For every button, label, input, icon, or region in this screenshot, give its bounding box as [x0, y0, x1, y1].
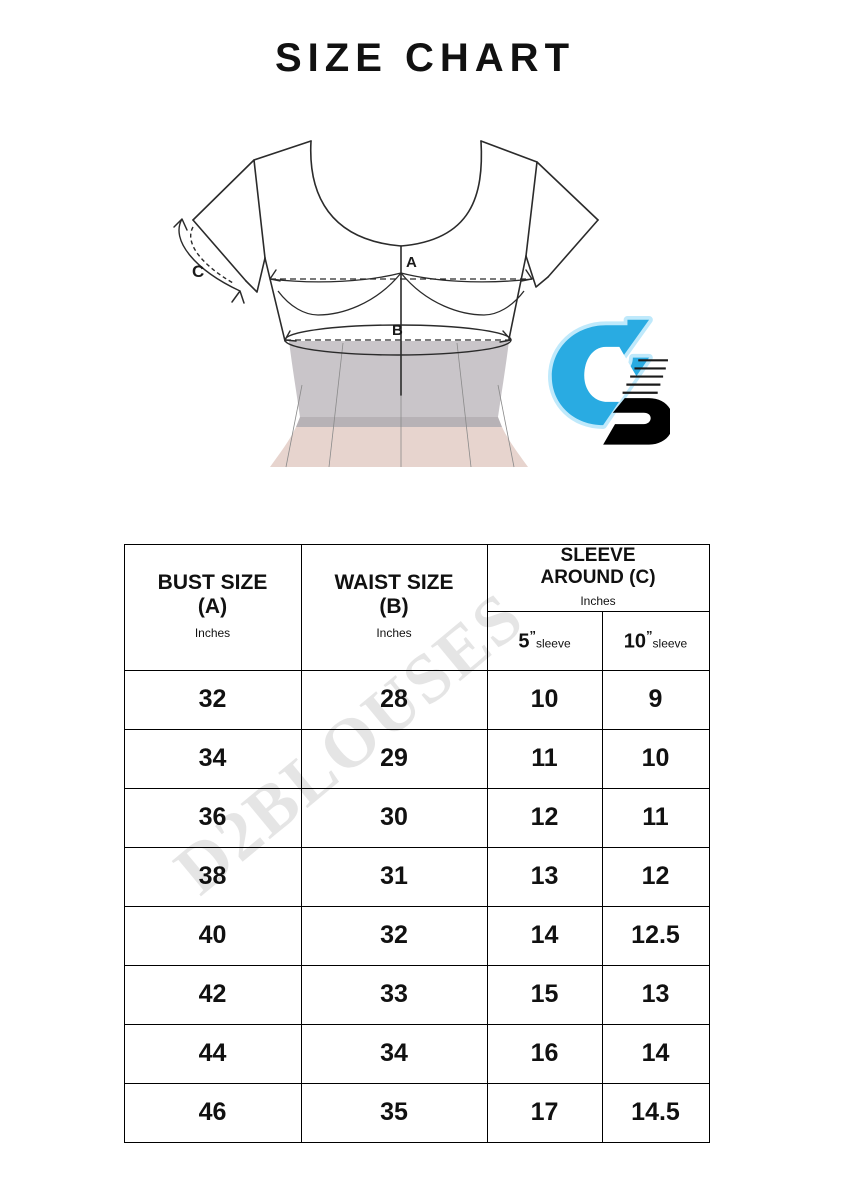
- svg-text:B: B: [392, 322, 403, 339]
- svg-text:C: C: [192, 262, 204, 281]
- svg-text:A: A: [406, 254, 417, 271]
